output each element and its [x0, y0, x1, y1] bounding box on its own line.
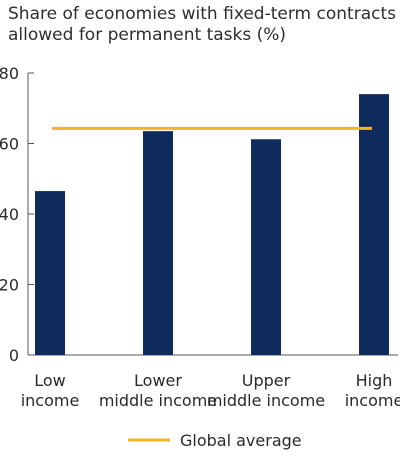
- category-label-line: High: [356, 371, 393, 390]
- category-label-line: Upper: [242, 371, 291, 390]
- y-tick-label: 40: [0, 205, 19, 224]
- category-label-line: income: [21, 391, 80, 410]
- y-tick-label: 0: [9, 346, 19, 365]
- category-label: High income: [345, 371, 400, 410]
- legend-label-global-average: Global average: [180, 431, 302, 450]
- category-label-line: income: [345, 391, 400, 410]
- category-label: Low income: [21, 371, 80, 410]
- bar: [143, 131, 173, 355]
- category-label: Lower middle income: [99, 371, 217, 410]
- bar: [251, 139, 281, 355]
- y-tick-label: 20: [0, 276, 19, 295]
- category-label-line: middle income: [99, 391, 217, 410]
- chart-title-line-1: Share of economies with fixed-term contr…: [8, 4, 396, 24]
- category-label: Upper middle income: [207, 371, 325, 410]
- chart-title: Share of economies with fixed-term contr…: [8, 4, 398, 46]
- y-tick-label: 80: [0, 64, 19, 83]
- category-label-line: Lower: [134, 371, 182, 390]
- bar: [35, 191, 65, 355]
- category-label-line: Low: [34, 371, 66, 390]
- y-tick-label: 60: [0, 135, 19, 154]
- chart-title-line-2: allowed for permanent tasks (%): [8, 25, 287, 45]
- bar: [359, 94, 389, 356]
- category-label-line: middle income: [207, 391, 325, 410]
